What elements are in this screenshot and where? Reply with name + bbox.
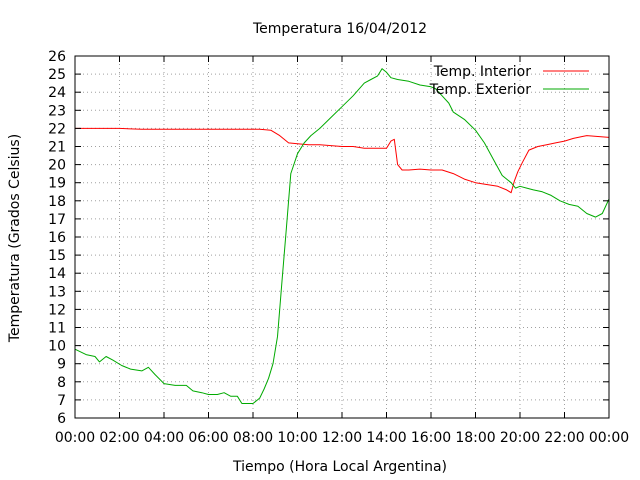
series-line-temp-interior (75, 127, 610, 194)
x-tick-label: 04:00 (144, 430, 184, 446)
legend-label-temp-interior: Temp. Interior (433, 64, 532, 80)
y-tick-label: 18 (48, 194, 66, 210)
y-tick-label: 21 (48, 140, 66, 156)
x-tick-label: 10:00 (277, 430, 317, 446)
y-tick-label: 26 (48, 49, 66, 65)
x-axis-label: Tiempo (Hora Local Argentina) (232, 459, 447, 475)
legend-label-temp-exterior: Temp. Exterior (429, 82, 532, 98)
x-tick-label: 18:00 (455, 430, 495, 446)
y-tick-label: 22 (48, 121, 66, 137)
legend: Temp. Interior Temp. Exterior (429, 64, 589, 98)
y-tick-label: 9 (57, 357, 66, 373)
y-tick-label: 6 (57, 411, 66, 427)
y-tick-label: 13 (48, 284, 66, 300)
x-tick-label: 08:00 (233, 430, 273, 446)
x-tick-label: 14:00 (366, 430, 406, 446)
y-tick-label: 14 (48, 266, 66, 282)
x-tick-label: 16:00 (411, 430, 451, 446)
y-tick-label: 25 (48, 67, 66, 83)
x-tick-label: 20:00 (500, 430, 540, 446)
y-axis-label: Temperatura (Grados Celsius) (7, 134, 23, 343)
y-tick-label: 11 (48, 321, 66, 337)
y-tick-label: 10 (48, 339, 66, 355)
y-tick-label: 24 (48, 85, 66, 101)
y-tick-label: 7 (57, 393, 66, 409)
series-layer (74, 68, 610, 404)
y-tick-label: 16 (48, 230, 66, 246)
x-tick-label: 00:00 (55, 430, 95, 446)
grid (75, 56, 609, 418)
ticks: 6 7 8 9 10 11 12 13 14 15 16 17 18 19 20 21 22 23 24 25 26 00… (48, 49, 629, 446)
x-tick-label: 06:00 (188, 430, 228, 446)
y-tick-label: 23 (48, 103, 66, 119)
x-tick-label: 22:00 (544, 430, 584, 446)
y-tick-label: 19 (48, 176, 66, 192)
chart-title: Temperatura 16/04/2012 (252, 21, 427, 37)
y-tick-label: 20 (48, 158, 66, 174)
x-tick-label: 12:00 (322, 430, 362, 446)
y-tick-label: 15 (48, 248, 66, 264)
y-tick-label: 12 (48, 302, 66, 318)
x-tick-label: 02:00 (99, 430, 139, 446)
x-tick-label: 00:00 (589, 430, 629, 446)
y-tick-label: 8 (57, 375, 66, 391)
series-line-temp-exterior (74, 68, 610, 404)
y-tick-label: 17 (48, 212, 66, 228)
